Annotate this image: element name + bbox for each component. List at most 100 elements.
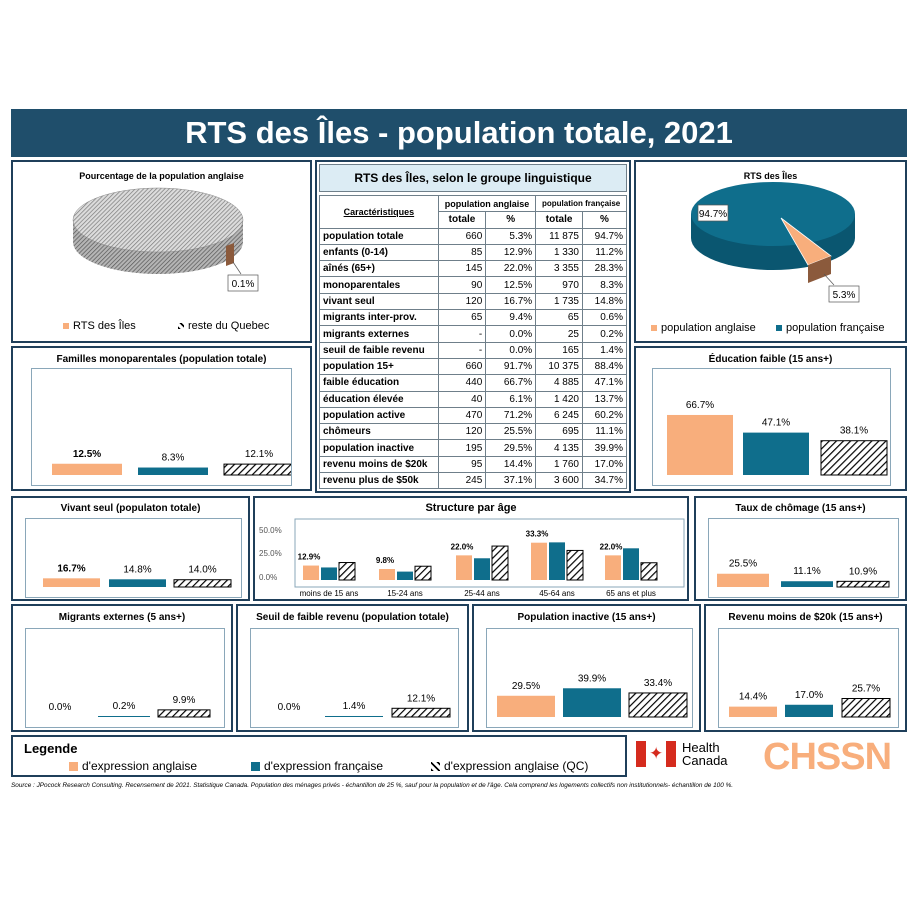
bar-chart: 0.0% 1.4% 12.1% bbox=[278, 693, 451, 718]
legend-swatch bbox=[651, 325, 657, 332]
row-value: 16.7% bbox=[485, 292, 537, 311]
bar-anglo-qc bbox=[157, 709, 211, 718]
bar-anglo bbox=[729, 706, 777, 717]
table-row: migrants externes -0.0% 25 0.2% bbox=[319, 325, 628, 343]
row-value: 14.4% bbox=[485, 455, 537, 474]
chart-panel-inactive: Population inactive (15 ans+) 29.5% 39.9% 3… bbox=[472, 604, 701, 732]
bar-label: 0.2% bbox=[113, 701, 136, 712]
category-label: moins de 15 ans bbox=[300, 589, 359, 598]
bar-anglo bbox=[52, 463, 122, 475]
sub-total: totale bbox=[535, 211, 583, 229]
chart-panel-rev20k: Revenu moins de $20k (15 ans+) 14.4% 17.0%… bbox=[704, 604, 907, 732]
bar-anglo-qc bbox=[414, 565, 432, 581]
table-row: population inactive 195 29.5% 4 135 39.9% bbox=[319, 439, 628, 457]
pie-right-legend-1: population anglaise bbox=[651, 322, 756, 334]
row-value: 440 bbox=[437, 374, 487, 392]
bar-anglo bbox=[531, 542, 547, 580]
row-value: 11.2% bbox=[581, 243, 628, 262]
bar-chart: 14.4% 17.0% 25.7% bbox=[729, 683, 891, 718]
row-value: 39.9% bbox=[581, 439, 628, 457]
row-value: 17.0% bbox=[581, 455, 628, 474]
row-value: 5.3% bbox=[485, 227, 537, 245]
legend-panel: Legende d'expression anglaise d'expressi… bbox=[11, 735, 627, 777]
bar-anglo bbox=[303, 565, 319, 580]
row-value: - bbox=[437, 341, 487, 359]
row-label: seuil de faible revenu bbox=[319, 341, 439, 359]
row-value: 95 bbox=[437, 455, 487, 474]
bar-anglo bbox=[605, 555, 621, 580]
chart-title: Migrants externes (5 ans+) bbox=[58, 612, 186, 623]
row-value: 11.1% bbox=[581, 423, 628, 441]
row-value: 66.7% bbox=[485, 374, 537, 392]
chart-title: Vivant seul (populaton totale) bbox=[60, 503, 201, 514]
bar-anglo-qc bbox=[841, 697, 891, 718]
row-value: 11 875 bbox=[535, 227, 583, 245]
bar-label: 47.1% bbox=[762, 418, 790, 429]
bar-label: 25.7% bbox=[852, 683, 880, 694]
bar-anglo-qc bbox=[820, 440, 888, 476]
chart-plot-area: 29.5% 39.9% 33.4% bbox=[486, 628, 693, 728]
bar-franco bbox=[623, 548, 639, 580]
pie-right-title: RTS des Îles bbox=[743, 171, 798, 181]
bar-anglo-qc bbox=[173, 579, 232, 588]
chart-plot-area: 16.7% 14.8% 14.0% bbox=[25, 518, 242, 598]
row-label: vivant seul bbox=[319, 292, 439, 311]
row-label: revenu plus de $50k bbox=[319, 472, 439, 490]
bar-label: 14.4% bbox=[739, 692, 767, 703]
bar-label: 33.4% bbox=[644, 678, 672, 689]
row-value: 8.3% bbox=[581, 276, 628, 294]
pie-right-label-small: 5.3% bbox=[833, 290, 856, 301]
row-value: 145 bbox=[437, 260, 487, 278]
chart-title: Seuil de faible revenu (population total… bbox=[256, 612, 449, 623]
chart-plot-area: 66.7% 47.1% 38.1% bbox=[652, 368, 891, 486]
row-label: éducation élevée bbox=[319, 390, 439, 408]
bar-franco bbox=[549, 542, 565, 580]
table-row: aînés (65+) 145 22.0% 3 355 28.3% bbox=[319, 260, 628, 278]
bar-franco bbox=[325, 715, 383, 717]
legend-item-franco: d'expression française bbox=[251, 759, 383, 773]
legend-item-anglo: d'expression anglaise bbox=[69, 759, 197, 773]
bar-anglo bbox=[43, 578, 100, 587]
row-value: 1.4% bbox=[581, 341, 628, 359]
bar-chart: 25.5% 11.1% 10.9% bbox=[717, 559, 890, 588]
bar-label: 12.1% bbox=[245, 449, 273, 460]
pie-left-label: 0.1% bbox=[232, 279, 255, 290]
chart-panel-monoparentales: Familles monoparentales (population tota… bbox=[11, 346, 312, 491]
row-value: 245 bbox=[437, 472, 487, 490]
age-structure-panel: Structure par âge 50.0% 25.0% 0.0% 12.9%… bbox=[253, 496, 689, 601]
pie-right-chart: 94.7% 5.3% bbox=[691, 182, 860, 303]
bar-label: 9.9% bbox=[173, 695, 196, 706]
bar-franco bbox=[138, 467, 208, 475]
row-value: 13.7% bbox=[581, 390, 628, 408]
row-value: 47.1% bbox=[581, 374, 628, 392]
bar-label: 12.5% bbox=[73, 449, 101, 460]
sub-pct: % bbox=[485, 211, 537, 229]
row-value: 14.8% bbox=[581, 292, 628, 311]
row-value: 29.5% bbox=[485, 439, 537, 457]
legend-swatch bbox=[69, 762, 78, 772]
row-label: chômeurs bbox=[319, 423, 439, 441]
row-value: 1 420 bbox=[535, 390, 583, 408]
age-plot-area bbox=[294, 518, 685, 588]
bar-franco bbox=[563, 688, 621, 717]
table-row: population 15+ 660 91.7% 10 375 88.4% bbox=[319, 357, 628, 376]
age-tick-0: 0.0% bbox=[259, 573, 278, 582]
bar-label: 17.0% bbox=[795, 690, 823, 701]
row-value: 3 355 bbox=[535, 260, 583, 278]
source-note: Source : JPocock Research Consulting. Re… bbox=[11, 782, 734, 789]
table-row: chômeurs 120 25.5% 695 11.1% bbox=[319, 423, 628, 441]
legend-swatch bbox=[431, 762, 440, 772]
bar-label: 29.5% bbox=[512, 681, 540, 692]
row-value: 660 bbox=[437, 227, 487, 245]
bar-anglo-qc bbox=[566, 549, 584, 581]
row-value: 28.3% bbox=[581, 260, 628, 278]
header-franco: population française bbox=[535, 194, 627, 213]
table-row: monoparentales 90 12.5% 970 8.3% bbox=[319, 276, 628, 294]
sub-total: totale bbox=[437, 211, 487, 229]
row-value: 1 760 bbox=[535, 455, 583, 474]
bar-label: 12.1% bbox=[407, 693, 435, 704]
row-value: 6 245 bbox=[535, 406, 583, 425]
chssn-logo: CHSSN bbox=[763, 736, 892, 778]
bar-anglo-qc bbox=[836, 580, 890, 588]
row-label: monoparentales bbox=[319, 276, 439, 294]
